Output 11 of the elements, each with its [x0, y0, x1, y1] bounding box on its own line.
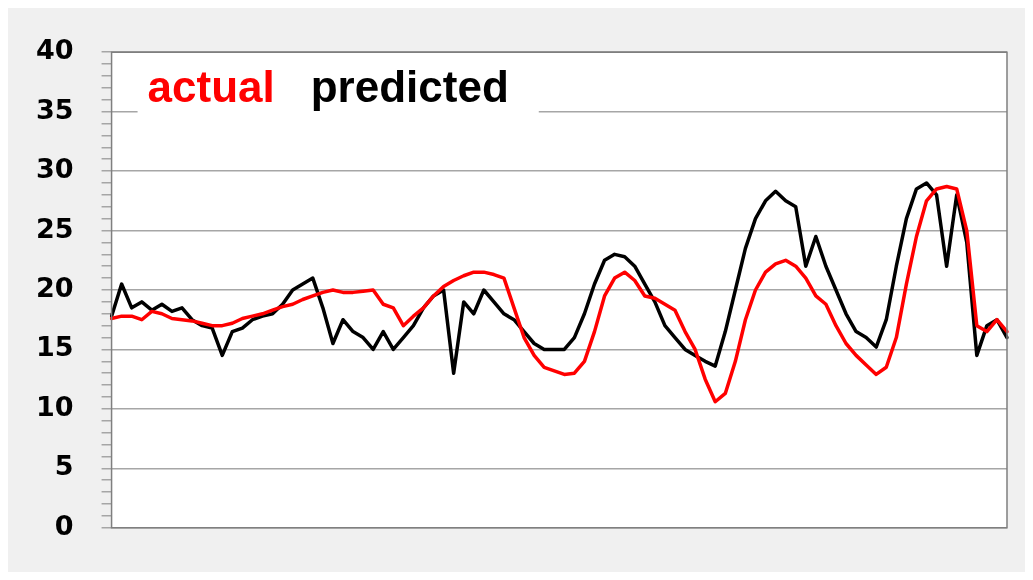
y-tick-label: 0	[54, 509, 74, 541]
y-tick-label: 5	[54, 450, 74, 482]
text: actual	[147, 62, 275, 112]
y-tick-label: 40	[36, 34, 74, 66]
y-tick-label: 35	[36, 93, 74, 125]
y-tick-label: 25	[36, 212, 74, 244]
text: predicted	[310, 62, 509, 112]
y-tick-label: 20	[36, 272, 74, 304]
y-tick-label: 30	[36, 153, 74, 185]
y-tick-label: 15	[36, 331, 74, 363]
y-tick-label: 10	[36, 390, 74, 422]
